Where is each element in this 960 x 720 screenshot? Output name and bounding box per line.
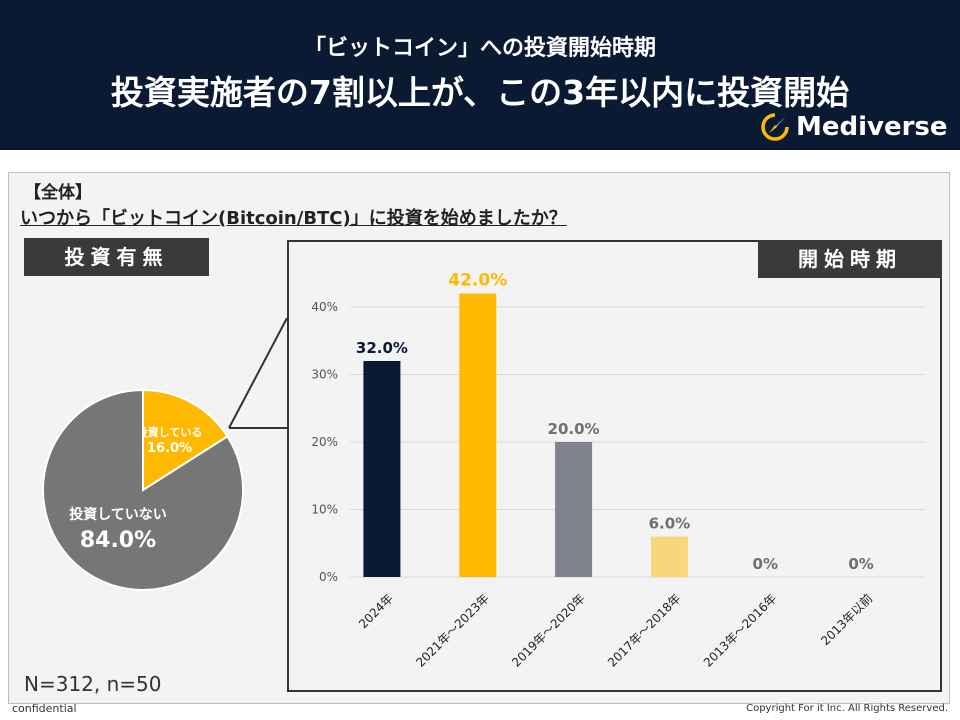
y-tick-label: 40% bbox=[311, 300, 338, 314]
bar bbox=[555, 442, 593, 577]
right-tag: 開始時期 bbox=[758, 240, 942, 278]
bar-value-label: 0% bbox=[753, 555, 778, 573]
x-tick-label: 2013年以前 bbox=[818, 591, 876, 649]
bar-value-label: 42.0% bbox=[448, 271, 507, 291]
pie-slice bbox=[142, 388, 229, 492]
x-tick-label: 2013年～2016年 bbox=[701, 591, 780, 670]
pie-chart: 投資している 16.0% 投資していない 84.0% bbox=[42, 388, 244, 591]
compass-icon bbox=[761, 113, 789, 141]
copyright: Copyright For it Inc. All Rights Reserve… bbox=[746, 703, 948, 714]
pie-slice-label: 投資していない bbox=[69, 506, 167, 523]
bar bbox=[650, 536, 688, 577]
y-tick-label: 30% bbox=[311, 368, 338, 382]
x-tick-label: 2024年 bbox=[356, 591, 396, 631]
x-tick-label: 2017年～2018年 bbox=[605, 591, 684, 670]
pie-slice-value: 84.0% bbox=[80, 528, 156, 553]
bar bbox=[363, 361, 401, 577]
group-label: 【全体】 bbox=[24, 183, 92, 203]
x-tick-label: 2019年～2020年 bbox=[509, 591, 588, 670]
bar bbox=[459, 293, 497, 577]
bar-value-label: 6.0% bbox=[649, 515, 691, 533]
pie-slice bbox=[42, 388, 244, 591]
header-subtitle: 「ビットコイン」への投資開始時期 bbox=[303, 36, 656, 61]
header-title: 投資実施者の7割以上が、この3年以内に投資開始 bbox=[110, 73, 850, 112]
y-tick-label: 20% bbox=[311, 435, 338, 449]
confidential-label: confidential bbox=[12, 702, 77, 715]
left-tag: 投資有無 bbox=[24, 238, 209, 276]
y-tick-label: 0% bbox=[319, 570, 338, 584]
survey-question: いつから「ビットコイン(Bitcoin/BTC)」に投資を始めましたか？ bbox=[20, 208, 567, 229]
logo: Mediverse bbox=[760, 112, 948, 142]
sample-size: N=312, n=50 bbox=[24, 672, 162, 696]
y-tick-label: 10% bbox=[311, 503, 338, 517]
bar-value-label: 20.0% bbox=[548, 420, 600, 438]
x-tick-label: 2021年～2023年 bbox=[413, 591, 492, 670]
pie-slice-value: 16.0% bbox=[147, 441, 192, 456]
bar-value-label: 32.0% bbox=[356, 339, 408, 357]
pie-slice-label: 投資している bbox=[137, 425, 203, 439]
header-banner: 「ビットコイン」への投資開始時期 投資実施者の7割以上が、この3年以内に投資開始… bbox=[0, 0, 960, 150]
logo-text: Mediverse bbox=[796, 112, 948, 142]
bar-value-label: 0% bbox=[848, 555, 873, 573]
bar-chart: 0% 10% 20% 30% 40% 32.0% 2024年 42.0% 2021年～2023… bbox=[311, 271, 925, 670]
